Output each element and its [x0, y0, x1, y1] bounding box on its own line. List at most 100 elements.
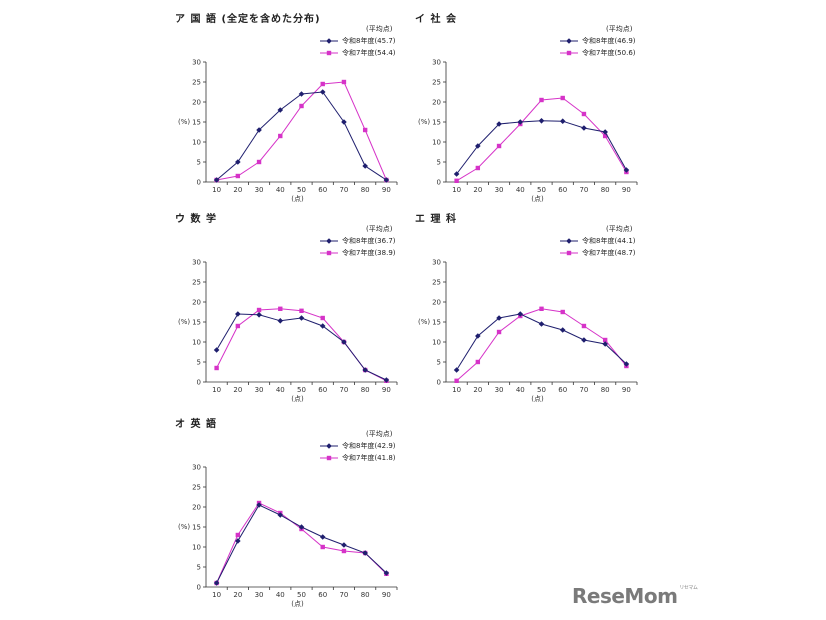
y-tick-label: 10 [432, 139, 441, 147]
data-point-r7 [214, 365, 219, 371]
data-point-r8 [538, 118, 545, 124]
data-point-r7 [320, 315, 325, 321]
y-tick-label: 15 [432, 119, 441, 127]
data-point-r8 [517, 311, 524, 317]
y-tick-label: 5 [197, 564, 201, 572]
average-label: (平均点) [606, 225, 633, 233]
watermark-sup: リセマム [679, 585, 698, 591]
plot-area: 0 5 10 15 20 25 30 10 20 30 40 50 60 70 80 90 (%) (点) [178, 259, 398, 403]
y-tick-label: 10 [192, 544, 201, 552]
data-point-r7 [496, 329, 502, 335]
y-tick-label: 10 [432, 339, 441, 347]
y-tick-label: 15 [192, 524, 201, 532]
data-point-r7 [256, 159, 262, 165]
data-point-r8 [602, 341, 608, 347]
data-point-r8 [559, 118, 566, 124]
data-point-r8 [383, 377, 390, 383]
chart-panel-rika: エ 理 科 (平均点) 令和8年度(44.1) 令和7年度(48.7) 0 5 10 15 20… [410, 210, 660, 403]
y-tick-label: 15 [192, 119, 201, 127]
x-tick-label: 50 [297, 186, 306, 194]
x-tick-label: 80 [601, 186, 610, 194]
y-tick-label: 15 [192, 319, 201, 327]
plot-area: 0 5 10 15 20 25 30 10 20 30 40 50 60 70 80 90 (%) (点) [178, 464, 398, 608]
x-tick-label: 70 [579, 386, 588, 394]
y-tick-label: 0 [197, 179, 201, 187]
x-tick-label: 10 [212, 186, 221, 194]
x-tick-label: 60 [318, 386, 327, 394]
legend-item-r7: 令和7年度(41.8) [320, 452, 396, 464]
x-tick-label: 30 [255, 186, 264, 194]
series-line-r7 [456, 97, 627, 182]
legend-swatch [560, 238, 578, 244]
watermark-text: ReseMom [572, 584, 678, 608]
y-tick-label: 20 [192, 99, 201, 107]
x-tick-label: 90 [382, 186, 391, 194]
legend-label: 令和7年度(54.4) [342, 49, 396, 57]
x-axis-label: (点) [291, 395, 304, 403]
data-point-r7 [581, 111, 587, 117]
data-point-r7 [475, 359, 481, 365]
legend-swatch [560, 250, 578, 256]
legend-label: 令和8年度(42.9) [342, 442, 396, 450]
data-point-r8 [581, 337, 587, 343]
y-tick-label: 20 [432, 99, 441, 107]
data-point-r7 [256, 307, 262, 313]
data-point-r8 [559, 327, 566, 333]
y-tick-label: 30 [192, 464, 201, 472]
x-tick-label: 90 [382, 591, 391, 599]
legend-swatch [320, 238, 338, 244]
x-tick-label: 60 [558, 186, 567, 194]
legend: 令和8年度(36.7) 令和7年度(38.9) [320, 235, 396, 259]
x-tick-label: 90 [382, 386, 391, 394]
x-tick-label: 20 [233, 591, 242, 599]
x-tick-label: 10 [212, 386, 221, 394]
data-point-r7 [320, 544, 325, 550]
data-point-r8 [383, 177, 390, 183]
average-label: (平均点) [366, 430, 393, 438]
data-point-r8 [277, 318, 284, 324]
data-point-r8 [517, 119, 524, 125]
x-axis-label: (点) [531, 395, 544, 403]
data-point-r8 [256, 312, 262, 318]
data-point-r8 [319, 89, 326, 95]
data-point-r7 [475, 165, 481, 171]
chart-panel-eigo: オ 英 語 (平均点) 令和8年度(42.9) 令和7年度(41.8) 0 5 10 15 20… [170, 415, 420, 608]
average-label: (平均点) [366, 225, 393, 233]
x-tick-label: 40 [276, 186, 285, 194]
data-point-r7 [278, 133, 283, 139]
data-point-r8 [213, 347, 220, 353]
x-tick-label: 20 [473, 386, 482, 394]
y-tick-label: 0 [437, 179, 441, 187]
data-point-r7 [278, 306, 283, 311]
x-axis-label: (点) [291, 600, 304, 608]
legend-item-r7: 令和7年度(50.6) [560, 47, 636, 59]
x-tick-label: 70 [339, 386, 348, 394]
plot-area: 0 5 10 15 20 25 30 10 20 30 40 50 60 70 80 90 (%) (点) [418, 259, 638, 403]
legend-label: 令和7年度(41.8) [342, 454, 396, 462]
y-tick-label: 25 [432, 79, 441, 87]
chart-title: エ 理 科 [415, 214, 457, 225]
y-tick-label: 20 [432, 299, 441, 307]
plot-area: 0 5 10 15 20 25 30 10 20 30 40 50 60 70 80 90 (%) (点) [418, 59, 638, 203]
x-tick-label: 40 [516, 386, 525, 394]
legend-marker [326, 250, 332, 256]
x-tick-label: 40 [276, 591, 285, 599]
x-tick-label: 90 [622, 386, 631, 394]
legend: 令和8年度(42.9) 令和7年度(41.8) [320, 440, 396, 464]
y-tick-label: 15 [432, 319, 441, 327]
x-tick-label: 30 [255, 386, 264, 394]
data-point-r8 [623, 361, 630, 367]
legend-swatch [320, 455, 338, 461]
data-point-r7 [539, 306, 544, 311]
chart-panel-shakai: イ 社 会 (平均点) 令和8年度(46.9) 令和7年度(50.6) 0 5 10 15 20… [410, 10, 660, 203]
legend-label: 令和7年度(48.7) [582, 249, 636, 257]
x-tick-label: 10 [452, 186, 461, 194]
series-line-r8 [216, 504, 387, 584]
x-tick-label: 30 [255, 591, 264, 599]
data-point-r8 [538, 321, 545, 327]
y-tick-label: 30 [192, 59, 201, 67]
x-tick-label: 20 [473, 186, 482, 194]
data-point-r7 [560, 95, 565, 101]
data-point-r8 [623, 167, 630, 173]
x-tick-label: 50 [537, 186, 546, 194]
